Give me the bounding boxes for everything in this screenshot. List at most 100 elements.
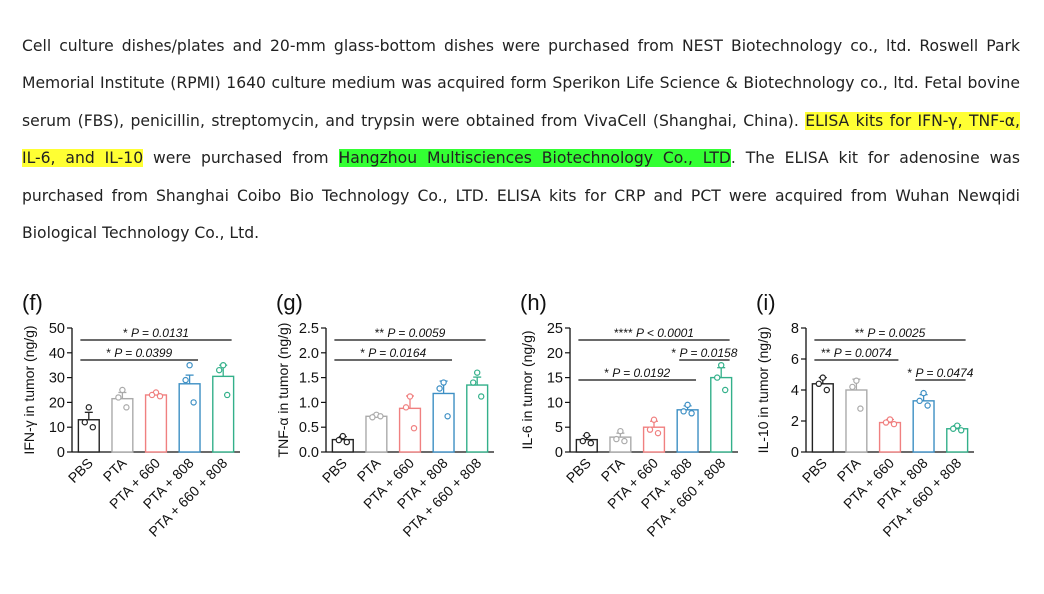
bar	[676, 409, 699, 453]
data-point	[444, 413, 451, 420]
y-axis-label: TNF-α in tumor (ng/g)	[275, 323, 291, 458]
data-point	[89, 423, 97, 431]
y-tick-label: 2.0	[299, 346, 319, 362]
data-point	[617, 427, 624, 435]
data-point	[478, 393, 485, 400]
data-point	[688, 410, 695, 417]
data-point	[819, 374, 827, 381]
data-point	[436, 385, 443, 392]
data-point	[954, 422, 961, 429]
significance-stars: *	[106, 346, 114, 360]
bar	[212, 375, 235, 453]
data-point	[470, 379, 477, 386]
y-tick-label: 40	[49, 346, 65, 362]
bar	[398, 407, 422, 453]
panel-label: (f)	[22, 290, 43, 315]
data-point	[335, 436, 342, 444]
data-point	[223, 391, 231, 399]
data-point	[115, 394, 122, 401]
data-point	[920, 389, 927, 397]
bar	[111, 397, 134, 453]
data-point	[916, 397, 923, 405]
bar	[575, 438, 598, 453]
data-point	[148, 391, 156, 399]
y-axis-label: IL-10 in tumor (ng/g)	[755, 327, 771, 454]
x-tick-label: PBS	[799, 455, 830, 486]
significance-stars: **	[375, 326, 388, 340]
significance-label: ** P = 0.0059	[375, 326, 446, 340]
y-tick-label: 4	[791, 383, 799, 399]
significance-label: **** P < 0.0001	[614, 326, 694, 340]
data-point	[156, 392, 164, 400]
y-tick-label: 1.0	[299, 395, 319, 411]
data-point	[886, 416, 894, 423]
data-point	[81, 419, 89, 426]
data-point	[924, 402, 931, 409]
data-point	[190, 399, 197, 406]
panel-label: (h)	[520, 290, 547, 315]
methods-paragraph: Cell culture dishes/plates and 20-mm gla…	[22, 28, 1021, 252]
y-tick-label: 8	[791, 321, 799, 337]
significance-p-value: P = 0.0192	[612, 366, 670, 380]
bar	[609, 436, 632, 453]
data-point	[857, 405, 864, 412]
paragraph-text-3: . The ELISA kit for adenosine was purcha…	[22, 149, 1020, 243]
significance-label: * P = 0.0131	[123, 326, 189, 340]
data-point	[890, 420, 898, 428]
significance-stars: *	[671, 346, 679, 360]
data-point	[621, 437, 628, 445]
bar	[710, 376, 733, 453]
data-point	[587, 439, 595, 447]
y-tick-label: 1.5	[299, 371, 319, 387]
y-tick-label: 0	[57, 445, 65, 461]
bar	[77, 419, 100, 453]
highlight-supplier: Hangzhou Multisciences Biotechnology Co.…	[338, 149, 731, 168]
y-tick-label: 0	[555, 445, 563, 461]
y-tick-label: 0	[791, 445, 799, 461]
bar	[178, 383, 201, 453]
significance-label: * P = 0.0192	[604, 366, 670, 380]
significance-p-value: P = 0.0074	[834, 346, 892, 360]
y-tick-label: 10	[547, 395, 563, 411]
significance-p-value: P = 0.0164	[368, 346, 426, 360]
chart-panel: (g) 0.0 0.5 1.0 1.5 2.0 2.5 TNF-α in tumor (ng/…	[275, 290, 494, 540]
significance-p-value: P = 0.0059	[387, 326, 445, 340]
significance-p-value: P = 0.0025	[867, 326, 925, 340]
y-tick-label: 20	[547, 346, 563, 362]
y-tick-label: 25	[547, 321, 563, 337]
y-tick-label: 30	[49, 371, 65, 387]
y-axis-label: IFN-γ in tumor (ng/g)	[21, 325, 37, 454]
y-tick-label: 6	[791, 352, 799, 368]
significance-label: * P = 0.0158	[671, 346, 737, 360]
significance-stars: *	[360, 346, 368, 360]
data-point	[714, 374, 721, 381]
significance-p-value: P = 0.0474	[915, 366, 973, 380]
data-point	[958, 427, 965, 434]
data-point	[402, 404, 410, 411]
panel-label: (g)	[276, 290, 303, 315]
x-tick-label: PBS	[65, 455, 96, 486]
data-point	[650, 416, 658, 423]
data-point	[186, 361, 193, 369]
data-point	[722, 386, 729, 394]
bar	[642, 426, 666, 453]
y-tick-label: 50	[49, 321, 65, 337]
y-tick-label: 20	[49, 395, 65, 411]
bar	[912, 400, 935, 453]
data-point	[440, 379, 447, 386]
significance-stars: **	[821, 346, 834, 360]
bar	[811, 383, 834, 453]
data-point	[377, 413, 384, 420]
data-point	[583, 431, 591, 439]
x-tick-label: PBS	[563, 455, 594, 486]
paragraph-text-1: Cell culture dishes/plates and 20-mm gla…	[22, 37, 1020, 130]
y-tick-label: 0.0	[299, 445, 319, 461]
bar	[845, 389, 868, 453]
significance-stars: *	[123, 326, 131, 340]
significance-label: ** P = 0.0074	[821, 346, 892, 360]
data-point	[823, 386, 831, 394]
data-point	[369, 414, 376, 421]
